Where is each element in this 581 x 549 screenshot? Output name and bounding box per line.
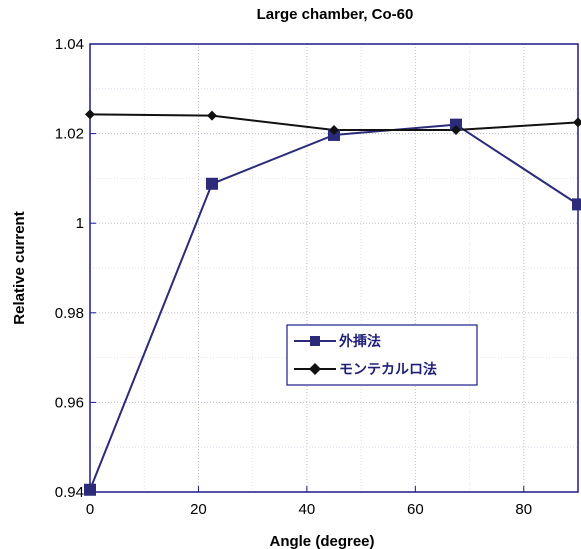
y-tick-label: 0.96 xyxy=(55,394,84,411)
x-tick-label: 40 xyxy=(299,501,316,518)
legend-label-montecarlo: モンテカルロ法 xyxy=(339,361,437,377)
series-1-point xyxy=(84,483,96,496)
y-tick-label: 1 xyxy=(76,215,84,232)
y-tick-label: 1.04 xyxy=(55,36,84,53)
series-1-point xyxy=(206,177,218,190)
series-2-point xyxy=(573,117,581,128)
plot-frame xyxy=(89,43,579,493)
legend-marker-diamond xyxy=(309,363,321,375)
axis-ticks: 0 20 40 60 80 0.94 0.96 0.98 1 1.02 1.04 xyxy=(55,36,532,518)
series-1-point xyxy=(572,198,581,211)
series-1-point xyxy=(450,118,462,131)
x-tick-label: 80 xyxy=(515,501,532,518)
chart-title: Large chamber, Co-60 xyxy=(257,6,414,23)
x-axis-label: Angle (degree) xyxy=(269,533,374,549)
series-group xyxy=(84,109,581,496)
y-tick-label: 1.02 xyxy=(55,126,84,143)
legend-label-extrapolation: 外挿法 xyxy=(339,333,381,349)
x-tick-label: 60 xyxy=(407,501,424,518)
legend: 外挿法 モンテカルロ法 xyxy=(286,324,478,386)
series-2-point xyxy=(451,125,461,136)
legend-marker-square xyxy=(310,336,320,346)
series-2-point xyxy=(85,109,95,120)
series-2-point xyxy=(207,110,217,121)
x-tick-label: 0 xyxy=(86,501,94,518)
y-tick-label: 0.98 xyxy=(55,305,84,322)
legend-box xyxy=(286,324,478,386)
x-tick-label: 20 xyxy=(190,501,207,518)
y-axis-label: Relative current xyxy=(11,211,28,324)
series-2-point xyxy=(329,125,339,136)
y-tick-label: 0.94 xyxy=(55,484,84,501)
